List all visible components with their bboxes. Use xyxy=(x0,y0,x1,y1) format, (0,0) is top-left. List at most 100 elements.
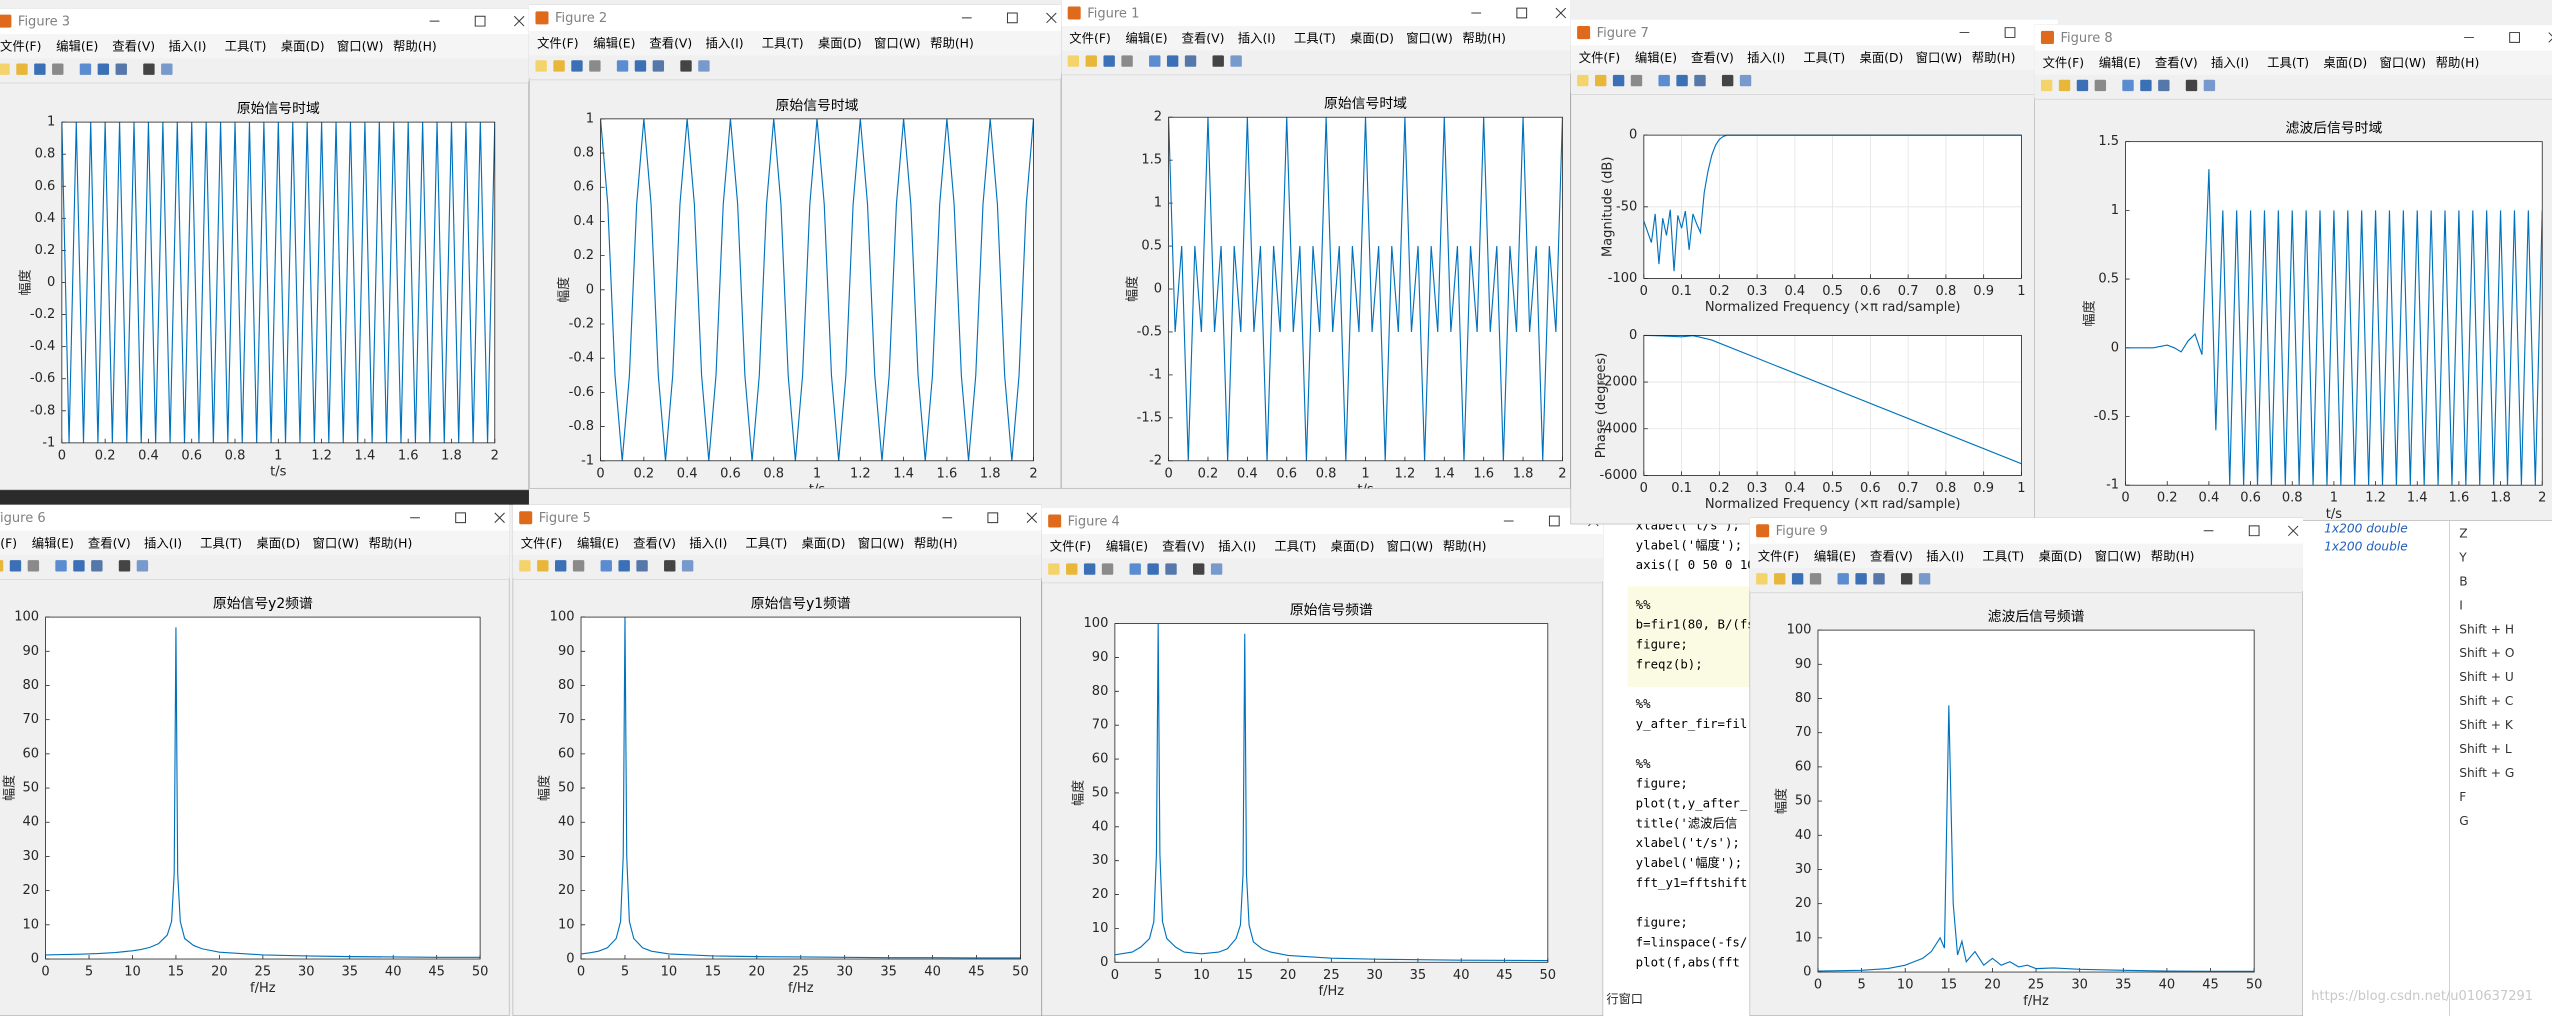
y-tick-label: 90 xyxy=(558,644,575,659)
x-tick-label: 20 xyxy=(211,965,228,980)
x-tick-label: 1 xyxy=(813,466,821,481)
toolbar-icon xyxy=(1658,74,1670,87)
x-tick-label: 30 xyxy=(836,965,853,980)
code-line: plot(t,y_after_ xyxy=(1636,797,1748,811)
x-tick-label: 0.2 xyxy=(1709,284,1730,299)
toolbar-icon xyxy=(161,63,173,75)
toolbar xyxy=(2034,74,2552,98)
data-line xyxy=(2125,169,2543,486)
menu-item: 窗口(W) xyxy=(858,536,905,550)
toolbar-icon xyxy=(1595,74,1607,87)
x-tick-label: 0 xyxy=(1164,466,1172,481)
menu-item: 查看(V) xyxy=(633,536,676,550)
x-axis-label: f/Hz xyxy=(2023,994,2049,1009)
y-axis-label: 幅度 xyxy=(18,269,34,295)
menu-item: 帮助(H) xyxy=(1972,51,2016,65)
y-tick-label: 20 xyxy=(1795,896,1812,911)
x-axis-label: Normalized Frequency (×π rad/sample) xyxy=(1705,300,1961,315)
x-tick-label: 1 xyxy=(1361,466,1369,481)
menu-item: 文件(F) xyxy=(0,39,41,54)
close-button xyxy=(1046,12,1057,24)
toolbar-icon xyxy=(1121,55,1133,67)
app-icon xyxy=(2040,30,2054,44)
axes-title: 原始信号y1频谱 xyxy=(751,596,851,612)
toolbar-icon xyxy=(1184,55,1197,67)
x-tick-label: 0.8 xyxy=(1316,466,1337,481)
y-tick-label: 1.5 xyxy=(2098,134,2119,149)
menu-item: 工具(T) xyxy=(2267,56,2309,70)
y-tick-label: -0.5 xyxy=(2094,409,2119,424)
y-tick-label: 0 xyxy=(2111,340,2119,355)
menu-item: 查看(V) xyxy=(2155,56,2198,70)
axes-box xyxy=(600,118,1034,462)
y-axis-label: 幅度 xyxy=(556,277,572,303)
menu-bar xyxy=(2034,50,2552,75)
code-line: b=fir1(80, B/(fs xyxy=(1636,618,1755,632)
menu-item: 窗口(W) xyxy=(1387,540,1434,554)
x-tick-label: 0.6 xyxy=(2240,491,2261,506)
toolbar-icon xyxy=(1873,573,1885,585)
x-tick-label: 0 xyxy=(596,466,604,481)
data-line xyxy=(1817,705,2255,972)
code-line: f=linspace(-fs/ xyxy=(1636,936,1748,950)
y-tick-label: 60 xyxy=(1092,752,1109,767)
y-axis-label: 幅度 xyxy=(1774,788,1790,814)
x-tick-label: 2 xyxy=(1558,466,1566,481)
data-line xyxy=(45,627,481,958)
y-tick-label: 80 xyxy=(558,678,575,693)
x-tick-label: 0 xyxy=(58,448,66,463)
code-line: ylabel('幅度'); xyxy=(1636,537,1743,552)
x-tick-label: 45 xyxy=(428,965,445,980)
x-tick-label: 40 xyxy=(385,965,402,980)
menu-item: 窗口(W) xyxy=(312,536,359,550)
axes-title: 原始信号时域 xyxy=(237,101,320,117)
menu-item: 工具(T) xyxy=(1274,540,1316,554)
axes-title: 滤波后信号频谱 xyxy=(1988,609,2085,625)
toolbar-icon xyxy=(1149,55,1161,67)
y-axis-label: Magnitude (dB) xyxy=(1601,157,1616,257)
x-tick-label: 1 xyxy=(274,448,282,463)
x-tick-label: 1 xyxy=(2017,481,2025,496)
code-line: %% xyxy=(1636,598,1651,612)
x-tick-label: 1.2 xyxy=(311,448,332,463)
data-line xyxy=(581,617,1021,959)
x-tick-label: 30 xyxy=(2071,978,2088,993)
toolbar xyxy=(1041,558,1604,582)
menu-item: 帮助(H) xyxy=(369,536,413,550)
y-tick-label: 1 xyxy=(47,115,55,130)
x-tick-label: 5 xyxy=(621,965,629,980)
x-tick-label: 50 xyxy=(1540,968,1557,983)
toolbar-icon xyxy=(27,560,40,572)
window-title: Figure 2 xyxy=(555,11,607,26)
y-tick-label: 40 xyxy=(1795,828,1812,843)
menu-item: 查看(V) xyxy=(1182,32,1225,46)
x-tick-label: 0.8 xyxy=(225,448,246,463)
y-tick-label: 0 xyxy=(1154,282,1162,297)
toolbar-icon xyxy=(634,60,647,72)
menu-item: 插入(I) xyxy=(706,36,744,50)
y-tick-label: 30 xyxy=(1795,862,1812,877)
x-tick-label: 2 xyxy=(1029,466,1037,481)
menu-item: 工具(T) xyxy=(745,536,787,550)
toolbar-icon xyxy=(2203,79,2216,92)
toolbar-icon xyxy=(2058,79,2071,92)
y-tick-label: 20 xyxy=(558,883,575,898)
y-tick-label: 10 xyxy=(558,917,575,932)
x-tick-label: 45 xyxy=(1496,968,1513,983)
code-line: xlabel('t/s'); xyxy=(1636,836,1740,850)
code-line: %% xyxy=(1636,757,1651,771)
x-tick-label: 1.2 xyxy=(1395,466,1416,481)
x-tick-label: 35 xyxy=(880,965,897,980)
x-tick-label: 15 xyxy=(168,965,185,980)
shortcut: Shift + U xyxy=(2459,670,2514,684)
app-icon xyxy=(1067,6,1081,20)
title-bar xyxy=(0,504,510,531)
x-tick-label: 0.8 xyxy=(1936,284,1957,299)
y-axis-label: 幅度 xyxy=(1071,780,1087,806)
app-icon xyxy=(519,511,533,525)
shortcut: Shift + H xyxy=(2459,622,2514,636)
x-tick-label: 0.6 xyxy=(720,466,741,481)
x-tick-label: 1.6 xyxy=(2449,491,2470,506)
code-line: %% xyxy=(1636,697,1651,711)
x-axis-label: t/s xyxy=(809,483,825,498)
